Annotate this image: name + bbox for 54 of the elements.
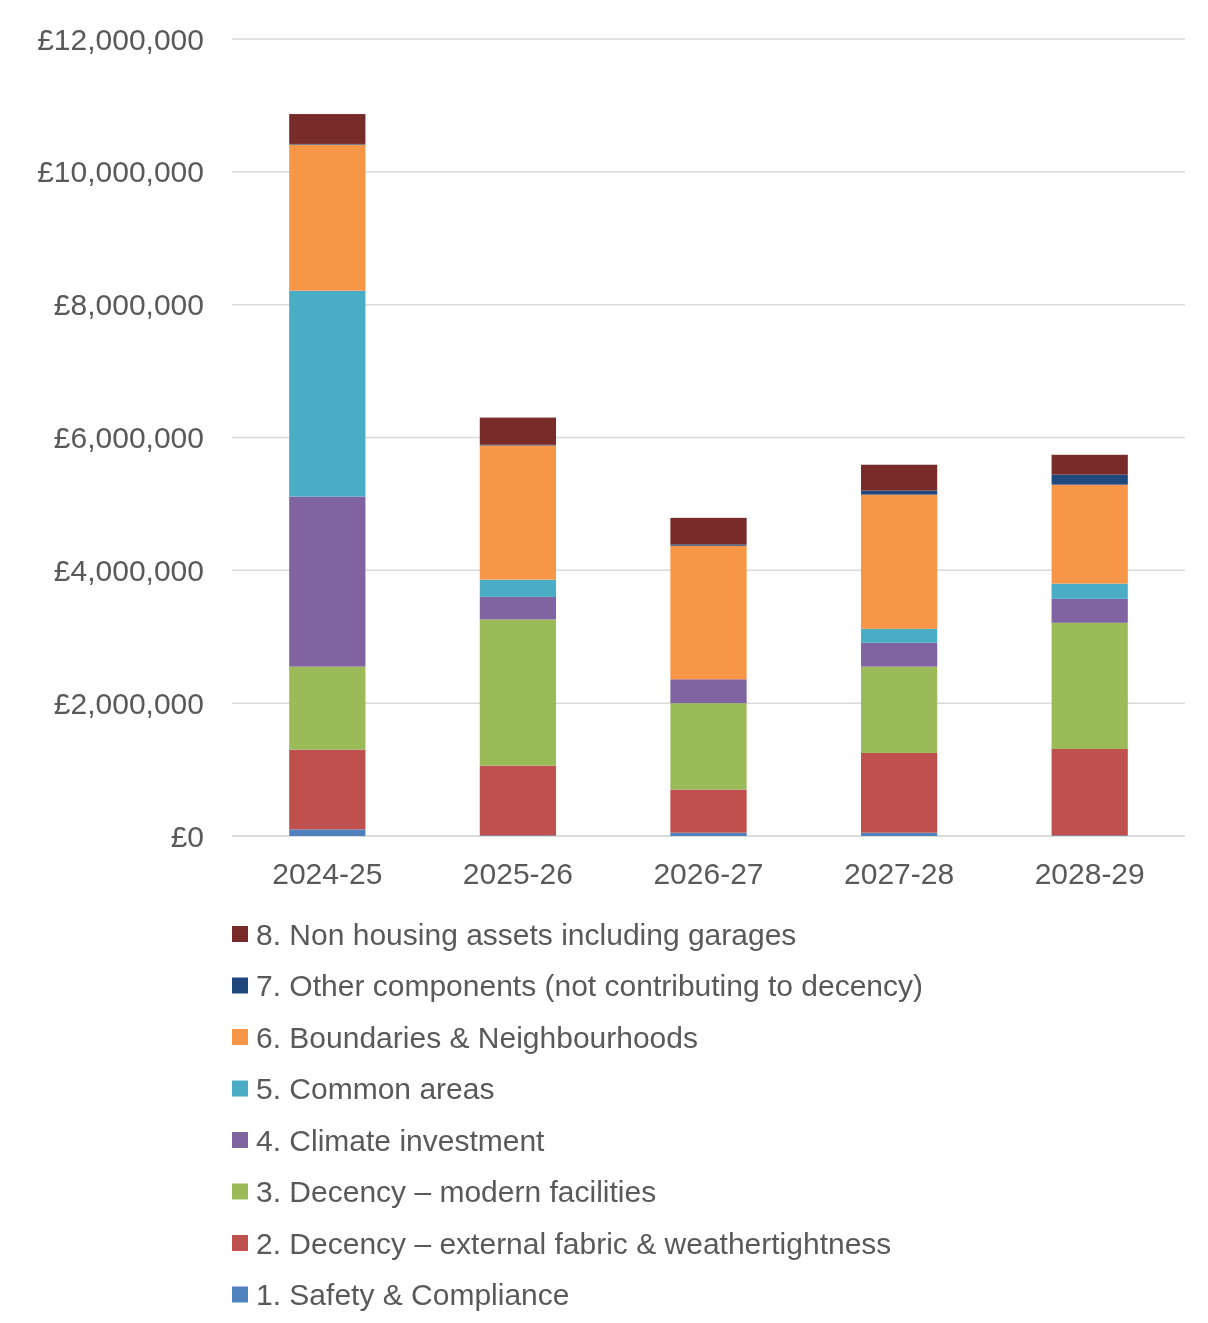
y-tick-label: £10,000,000 — [37, 155, 204, 189]
bar — [860, 628, 938, 643]
bar — [289, 144, 366, 291]
bar — [479, 765, 557, 836]
x-tick-label: 2025-26 — [462, 857, 573, 890]
legend-label: 4. Climate investment — [256, 1123, 546, 1157]
bar — [860, 490, 938, 495]
bar — [670, 679, 747, 704]
legend-label: 6. Boundaries & Neighbourhoods — [256, 1020, 698, 1054]
bar — [289, 749, 366, 830]
bar — [479, 619, 557, 766]
bar — [1051, 598, 1128, 623]
bar — [289, 496, 366, 667]
bar — [479, 596, 557, 620]
x-tick-label: 2027-28 — [844, 857, 955, 890]
bar — [289, 114, 366, 144]
x-tick-label: 2028-29 — [1034, 857, 1145, 890]
legend-label: 3. Decency – modern facilities — [256, 1175, 657, 1208]
bar — [860, 464, 938, 491]
bar — [1051, 454, 1128, 475]
bar — [479, 445, 557, 580]
y-tick-label: £12,000,000 — [37, 22, 204, 56]
legend-label: 2. Decency – external fabric & weathertightness — [256, 1226, 892, 1260]
bar — [1051, 583, 1128, 599]
bar — [860, 832, 938, 836]
legend-label: 5. Common areas — [256, 1072, 495, 1105]
bar — [289, 829, 366, 836]
bar — [289, 666, 366, 750]
bar — [1051, 622, 1128, 749]
x-tick-label: 2026-27 — [653, 857, 764, 890]
bar — [860, 494, 938, 629]
legend-label: 8. Non housing assets including garages — [256, 917, 797, 951]
bar — [1051, 484, 1128, 584]
bar — [1051, 474, 1128, 485]
y-tick-label: £2,000,000 — [53, 686, 204, 720]
bar — [670, 545, 747, 680]
bar — [479, 417, 557, 445]
y-tick-label: £6,000,000 — [53, 421, 204, 454]
bar — [289, 290, 366, 497]
bar — [860, 642, 938, 667]
bar — [1051, 748, 1128, 836]
bar — [479, 579, 557, 597]
x-tick-label: 2024-25 — [272, 857, 383, 890]
bar — [670, 832, 747, 836]
bar — [860, 752, 938, 833]
bar — [670, 789, 747, 833]
y-tick-label: £4,000,000 — [53, 553, 204, 587]
legend-label: 7. Other components (not contributing to decency) — [256, 969, 924, 1002]
legend-label: 1. Safety & Compliance — [256, 1278, 570, 1311]
y-tick-label: £8,000,000 — [53, 288, 204, 322]
y-tick-label: £0 — [170, 819, 204, 853]
bar — [670, 703, 747, 790]
bar — [860, 666, 938, 753]
bar — [670, 517, 747, 545]
